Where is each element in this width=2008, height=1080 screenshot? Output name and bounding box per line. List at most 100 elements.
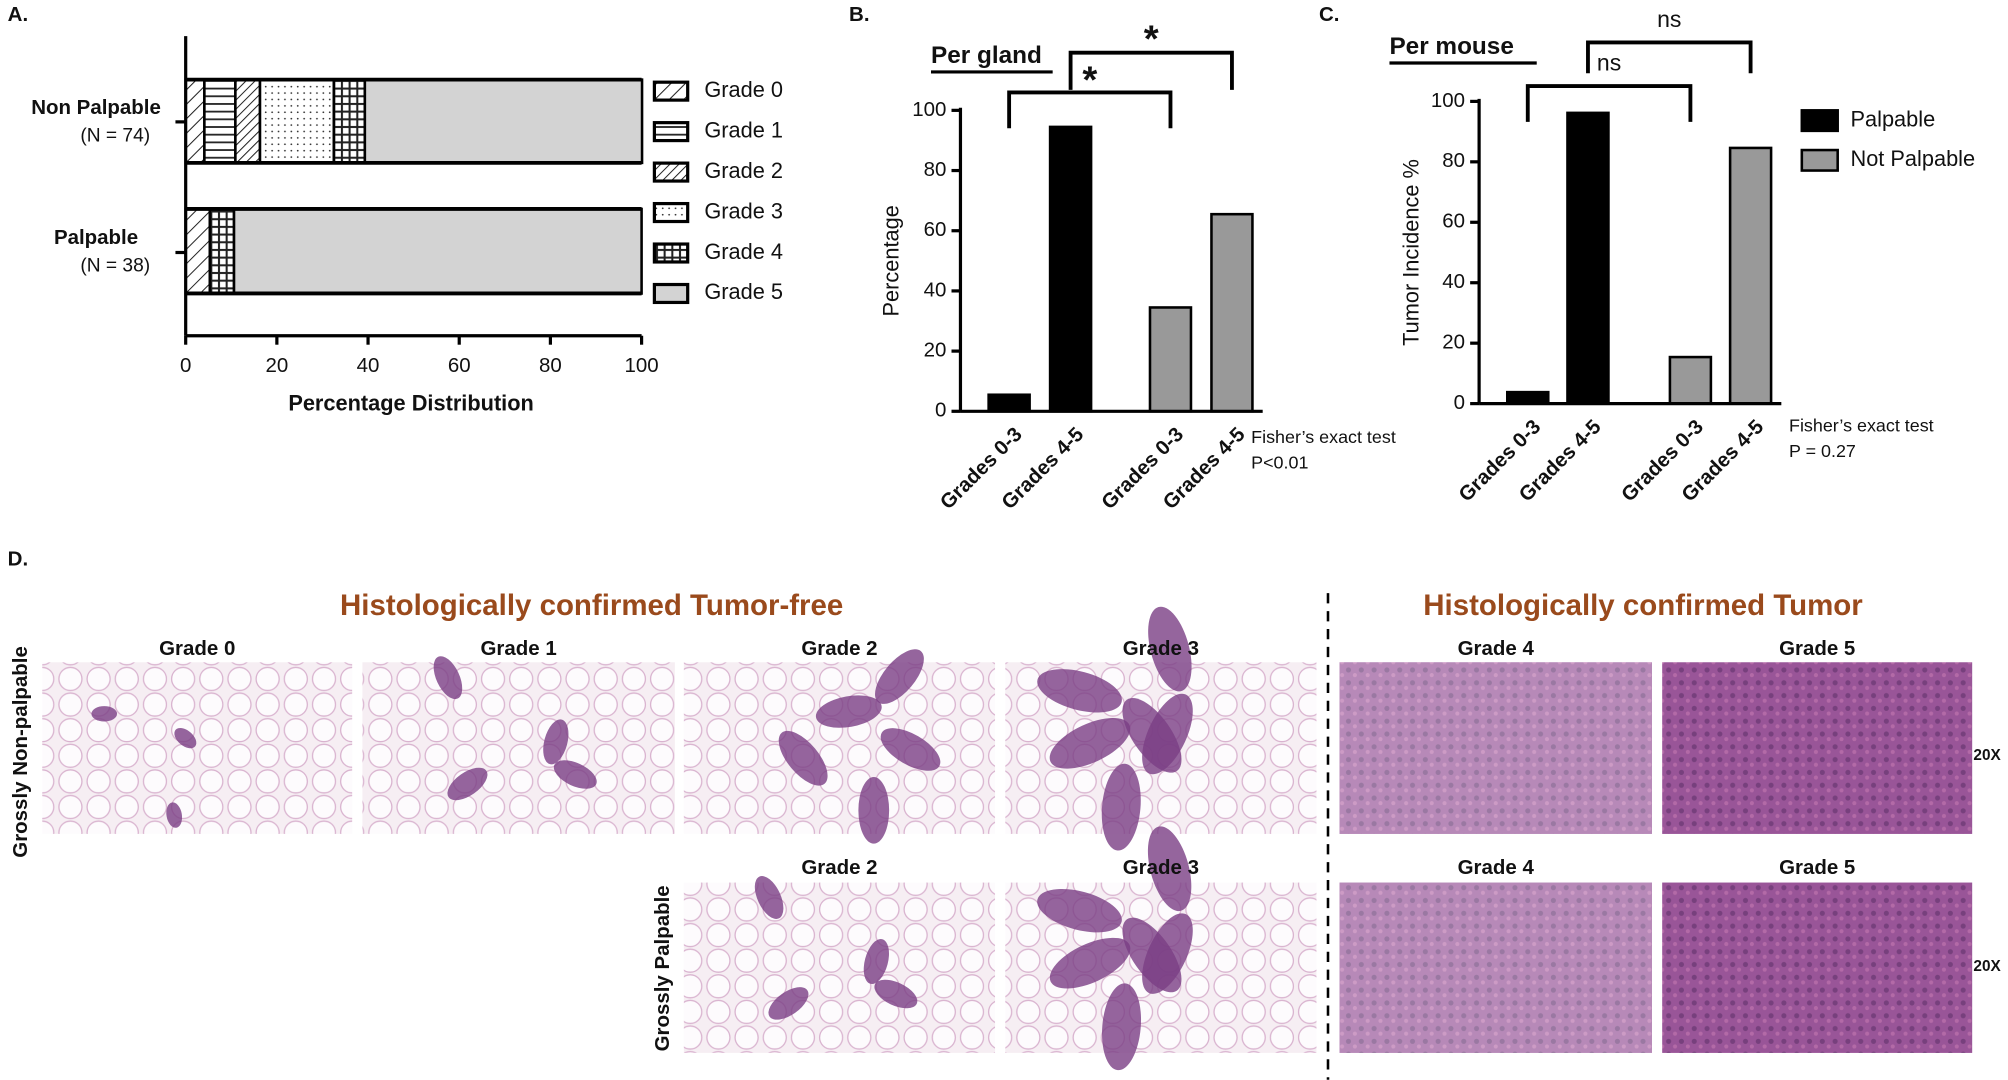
legend-swatch [652, 201, 690, 224]
y-tick-label: 40 [1442, 270, 1465, 293]
image-label: Grade 3 [1123, 637, 1199, 660]
tissue-structure [91, 706, 118, 722]
tissue-structure [1122, 698, 1182, 773]
legend-label: Not Palpable [1850, 146, 1975, 171]
tissue-structure [433, 656, 463, 700]
legend-label: Grade 4 [704, 239, 783, 264]
bar [1048, 125, 1093, 413]
y-tick-label: 100 [912, 98, 946, 121]
x-tick-label: 100 [625, 354, 659, 377]
tissue-structure [754, 876, 784, 919]
histology-image [362, 662, 675, 834]
bar-segment [363, 78, 644, 165]
y-tick-label: 0 [1454, 391, 1465, 414]
section-heading: Histologically confirmed Tumor [1423, 589, 1863, 622]
significance-bracket [1007, 90, 1173, 129]
bar-segment [184, 78, 206, 165]
bar-segment [184, 207, 212, 295]
tissue-structure [166, 802, 183, 828]
tissue-structure [1102, 983, 1142, 1071]
image-label: Grade 3 [1123, 856, 1199, 879]
histology-image [683, 882, 996, 1053]
tissue-structure [1101, 763, 1141, 851]
legend-swatch [1800, 148, 1839, 172]
legend-label: Grade 2 [704, 158, 783, 183]
tissue-structure [543, 719, 569, 765]
section-heading: Histologically confirmed Tumor-free [340, 589, 843, 622]
y-tick-label: 80 [1442, 149, 1465, 172]
legend-label: Grade 1 [704, 117, 783, 142]
tissue-structure [1037, 669, 1122, 713]
y-tick-label: 0 [935, 399, 946, 422]
histology-image [1339, 662, 1652, 834]
legend-label: Palpable [1850, 106, 1935, 131]
panel-label: D. [8, 547, 28, 570]
tissue-structure [447, 767, 488, 801]
y-axis-label: Percentage [878, 205, 903, 316]
histology-image [42, 662, 353, 834]
image-label: Grade 2 [801, 637, 877, 660]
histology-image [1339, 882, 1652, 1053]
legend-label: Grade 5 [704, 279, 783, 304]
test-note: P<0.01 [1251, 453, 1308, 473]
tissue-structure [1147, 826, 1192, 912]
panel-label: C. [1319, 3, 1339, 26]
y-tick-label: 40 [924, 278, 947, 301]
bar-segment [232, 207, 643, 295]
histology-image [683, 662, 996, 834]
tissue-structure [858, 777, 890, 844]
category-label: Non Palpable [31, 96, 161, 119]
histology-image [1662, 662, 1973, 834]
tissue-overlay [1339, 662, 1652, 834]
bar-segment [234, 78, 262, 165]
y-tick-label: 60 [1442, 210, 1465, 233]
bar [1566, 111, 1610, 405]
tissue-structure [863, 939, 890, 984]
category-note: (N = 38) [80, 256, 150, 277]
legend-swatch [652, 242, 690, 264]
tissue-structure [1037, 888, 1122, 933]
bar-segment [208, 207, 236, 295]
bar [1668, 355, 1713, 405]
bar [1148, 306, 1193, 413]
chart-title: Per gland [931, 42, 1042, 69]
tissue-structure [768, 987, 809, 1020]
panel-label: B. [849, 3, 869, 26]
image-label: Grade 2 [801, 856, 877, 879]
y-axis-label: Tumor Incidence % [1398, 159, 1423, 346]
x-tick-label: 80 [539, 354, 562, 377]
tissue-overlay [1339, 882, 1652, 1053]
tissue-structure [1148, 606, 1192, 692]
image-label: Grade 5 [1779, 637, 1855, 660]
panel-label: A. [8, 3, 28, 26]
tissue-structure [880, 728, 941, 771]
legend-swatch [652, 121, 690, 143]
bar-segment [203, 78, 237, 165]
legend-label: Grade 0 [704, 77, 783, 102]
y-tick-label: 100 [1431, 89, 1465, 112]
y-tick-label: 20 [924, 339, 947, 362]
test-note: Fisher’s exact test [1251, 427, 1396, 447]
y-tick-label: 60 [924, 218, 947, 241]
significance-bracket [1068, 50, 1234, 90]
tissue-overlay [1662, 662, 1973, 834]
magnification: 20X [1973, 958, 2001, 975]
bar [1506, 390, 1550, 405]
x-axis-label: Percentage Distribution [288, 391, 534, 416]
bar [1728, 146, 1773, 405]
tissue-structure [1122, 917, 1182, 993]
tissue-structure [1049, 717, 1131, 769]
significance-label: * [1144, 17, 1159, 60]
category-note: (N = 74) [80, 126, 150, 147]
legend-swatch [652, 161, 690, 183]
tissue-structure [553, 760, 597, 789]
y-tick-label: 20 [1442, 331, 1465, 354]
x-tick-label: 60 [448, 354, 471, 377]
x-tick-label: 40 [357, 354, 380, 377]
significance-label: * [1082, 58, 1097, 101]
tissue-structure [815, 695, 882, 728]
row-label: Grossly Palpable [651, 885, 674, 1051]
legend-label: Grade 3 [704, 198, 783, 223]
bar-segment [258, 78, 336, 165]
